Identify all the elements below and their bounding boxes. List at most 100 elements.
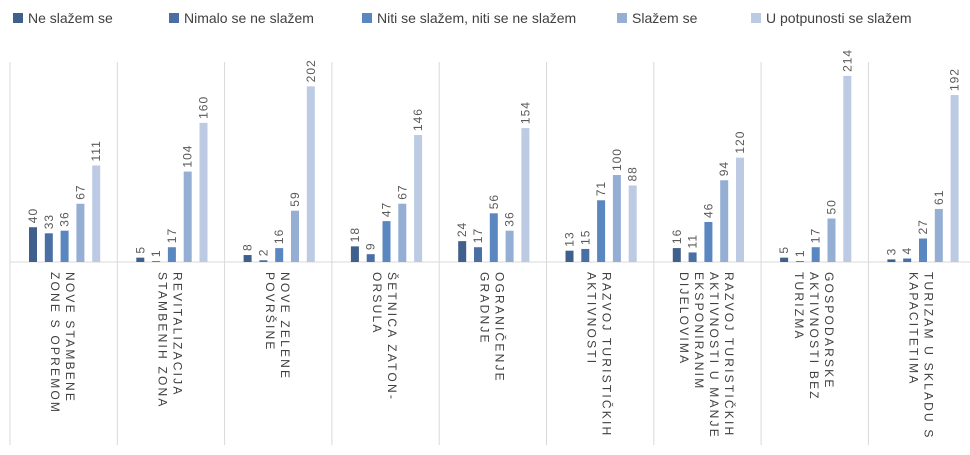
category-label: GRADNJE xyxy=(477,272,491,345)
bar xyxy=(521,128,530,262)
data-label: 16 xyxy=(670,229,684,244)
data-label: 192 xyxy=(948,68,962,91)
data-label: 111 xyxy=(89,140,103,161)
bar xyxy=(60,230,69,262)
category-label: ŠETNICA ZATON- xyxy=(385,272,400,401)
category-label: AKTIVNOSTI U MANJE xyxy=(707,272,721,439)
bar xyxy=(934,208,943,262)
bar xyxy=(199,122,208,262)
bar xyxy=(414,135,423,262)
data-label: 8 xyxy=(241,243,255,251)
data-label: 104 xyxy=(181,145,195,168)
data-label: 100 xyxy=(610,148,624,171)
data-label: 1 xyxy=(793,249,807,257)
legend-label: Nimalo se ne slažem xyxy=(184,10,314,26)
bar xyxy=(811,247,820,262)
category-label: DIJELOVIMA xyxy=(677,272,691,365)
data-label: 5 xyxy=(133,246,147,254)
category-label: ORSULA xyxy=(370,272,384,335)
data-label: 33 xyxy=(42,214,56,229)
category-label: KAPACITETIMA xyxy=(907,272,921,386)
bar xyxy=(887,259,896,262)
bar xyxy=(152,261,161,262)
data-label: 47 xyxy=(380,202,394,217)
data-label: 24 xyxy=(455,222,469,237)
category-label: GOSPODARSKE xyxy=(822,272,836,390)
data-label: 214 xyxy=(840,49,854,72)
data-label: 67 xyxy=(395,184,409,199)
bar xyxy=(136,257,145,262)
bar xyxy=(275,248,284,262)
legend-label: U potpunosti se slažem xyxy=(766,10,912,26)
bar xyxy=(736,157,744,262)
data-label: 94 xyxy=(717,161,731,176)
bar xyxy=(612,175,621,262)
data-label: 5 xyxy=(777,246,791,254)
data-label: 17 xyxy=(471,228,485,243)
category-label: NOVE ZELENE xyxy=(278,272,292,380)
data-label: 2 xyxy=(256,249,270,257)
category-label: TURIZMA xyxy=(792,272,806,341)
bar xyxy=(76,203,85,262)
category-label: ZONE S OPREMOM xyxy=(48,272,62,414)
bar xyxy=(44,233,53,262)
bar xyxy=(704,222,713,262)
bar xyxy=(720,180,729,262)
data-label: 17 xyxy=(165,228,179,243)
category-label: TURIZAM U SKLADU S xyxy=(922,272,936,440)
data-label: 67 xyxy=(73,184,87,199)
bar xyxy=(92,165,101,262)
data-label: 146 xyxy=(411,108,425,131)
bar xyxy=(688,252,697,262)
bar xyxy=(398,203,407,262)
bar xyxy=(259,260,268,262)
category-label: REVITALIZACIJA xyxy=(170,272,184,397)
bar xyxy=(628,185,637,262)
data-label: 27 xyxy=(916,219,930,234)
data-label: 59 xyxy=(288,191,302,206)
bar xyxy=(474,247,482,262)
data-label: 18 xyxy=(348,227,362,242)
bar xyxy=(489,213,498,262)
category-label: AKTIVNOSTI xyxy=(585,272,599,365)
legend-label: Slažem se xyxy=(632,10,698,26)
bar xyxy=(950,95,959,262)
bar xyxy=(795,261,804,262)
data-label: 202 xyxy=(304,59,318,82)
data-label: 9 xyxy=(364,242,378,250)
legend-swatch xyxy=(617,13,627,23)
bar xyxy=(243,255,252,262)
data-label: 17 xyxy=(809,228,823,243)
bar xyxy=(919,238,927,262)
data-label: 36 xyxy=(503,211,517,226)
data-label: 13 xyxy=(563,231,577,246)
data-label: 160 xyxy=(197,96,211,119)
bar xyxy=(167,247,176,262)
category-label: OGRANIČENJE xyxy=(492,272,507,383)
data-label: 3 xyxy=(884,248,898,256)
category-label: RAZVOJ TURISTIČKIH xyxy=(722,272,737,437)
data-label: 4 xyxy=(900,247,914,255)
bar xyxy=(366,254,375,262)
bar xyxy=(291,210,299,262)
category-label: EKSPONIRANIM xyxy=(692,272,706,390)
data-label: 71 xyxy=(594,181,608,196)
data-label: 1 xyxy=(149,249,163,257)
bar xyxy=(350,246,359,262)
data-label: 36 xyxy=(58,211,72,226)
bar xyxy=(29,227,37,262)
category-label: AKTIVNOSTI BEZ xyxy=(807,272,821,401)
bar xyxy=(597,200,606,262)
data-label: 15 xyxy=(578,230,592,245)
data-label: 16 xyxy=(272,229,286,244)
bar xyxy=(581,248,590,262)
data-label: 88 xyxy=(626,166,640,181)
bar xyxy=(903,258,912,262)
bar xyxy=(780,257,789,262)
data-label: 61 xyxy=(932,190,946,205)
data-label: 40 xyxy=(26,208,40,223)
data-label: 56 xyxy=(487,194,501,209)
bar xyxy=(183,171,192,262)
